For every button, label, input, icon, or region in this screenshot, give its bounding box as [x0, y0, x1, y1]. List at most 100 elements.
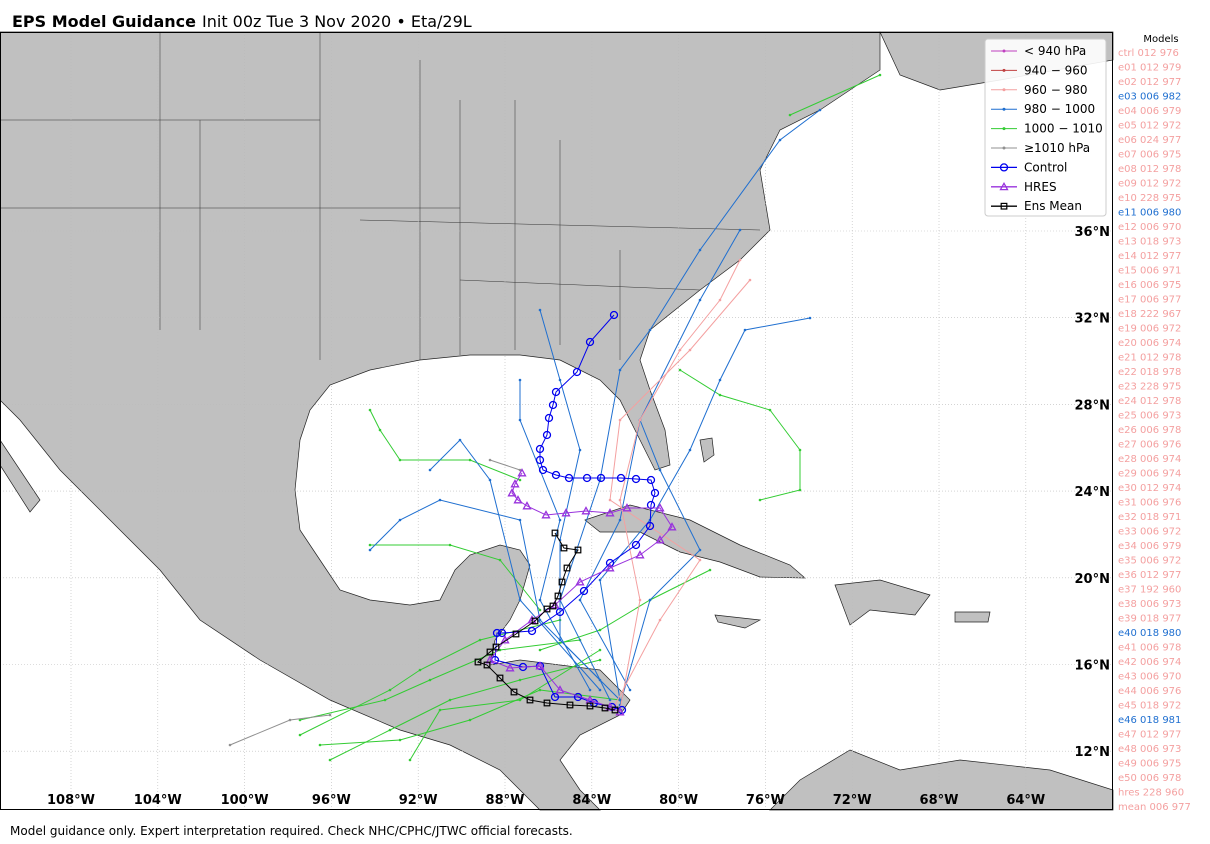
model-entry: e41 006 978 — [1118, 643, 1181, 654]
marker-circle — [609, 310, 619, 320]
track-point — [388, 728, 392, 732]
marker-square — [496, 674, 504, 682]
model-entry: e08 012 978 — [1118, 164, 1181, 175]
marker-circle — [550, 692, 560, 702]
track-point — [538, 608, 542, 612]
model-entry: e46 018 981 — [1118, 715, 1181, 726]
lon-label: 100°W — [221, 793, 269, 808]
marker-circle — [999, 163, 1009, 172]
marker-square — [611, 706, 619, 714]
track-point — [518, 598, 522, 602]
track-point — [398, 458, 402, 462]
track-point — [448, 698, 452, 702]
models-header: Models — [1143, 34, 1178, 45]
model-entry: e30 012 974 — [1118, 483, 1181, 494]
model-entry: e43 006 970 — [1118, 672, 1181, 683]
marker-triangle — [999, 181, 1009, 191]
track-point — [538, 308, 542, 312]
legend-label: Ens Mean — [1024, 199, 1082, 213]
marker-circle — [555, 607, 565, 617]
ensemble-track — [579, 229, 741, 691]
model-entry: ctrl 012 976 — [1118, 48, 1179, 59]
model-entry: e21 012 978 — [1118, 353, 1181, 364]
track-point — [558, 378, 562, 382]
marker-circle — [544, 413, 554, 423]
track-point — [383, 698, 387, 702]
jamaica — [714, 614, 762, 629]
ensemble-track — [539, 569, 711, 651]
marker-circle — [631, 540, 641, 550]
model-entry: e15 006 971 — [1118, 266, 1181, 277]
lat-label: 32°N — [1075, 312, 1110, 327]
track-point — [298, 718, 302, 722]
model-entry: e34 006 979 — [1118, 541, 1181, 552]
track-point — [698, 298, 702, 302]
marker-circle — [585, 337, 595, 347]
marker-square — [526, 696, 534, 704]
ensemble-track — [369, 499, 601, 681]
model-entry: e39 018 977 — [1118, 614, 1181, 625]
track-point — [743, 328, 747, 332]
marker-circle — [650, 488, 660, 498]
model-entry: e25 006 973 — [1118, 411, 1181, 422]
legend: < 940 hPa 940 − 960 960 − 980 980 − 1000 100… — [991, 44, 1103, 213]
lat-label: 28°N — [1075, 398, 1110, 413]
marker-circle — [616, 473, 626, 483]
track-point — [378, 428, 382, 432]
marker-circle — [538, 465, 548, 475]
lon-label: 76°W — [746, 793, 785, 808]
track-point — [818, 108, 822, 112]
model-entry: e35 006 972 — [1118, 556, 1181, 567]
track-point — [698, 248, 702, 252]
model-entry: e04 006 979 — [1118, 106, 1181, 117]
model-entry: e13 018 973 — [1118, 237, 1181, 248]
track-point — [408, 758, 412, 762]
track-point — [688, 348, 692, 352]
model-entry: e18 222 967 — [1118, 309, 1181, 320]
model-entry: e12 006 970 — [1118, 222, 1181, 233]
track-point — [738, 228, 742, 232]
marker-dot — [1002, 146, 1006, 150]
lat-label: 24°N — [1075, 485, 1110, 500]
track-point — [608, 698, 612, 702]
track-point — [368, 408, 372, 412]
marker-circle — [542, 430, 552, 440]
track-point — [588, 688, 592, 692]
model-list: ctrl 012 976 e01 012 979 e02 012 977 e03 00… — [1118, 48, 1191, 813]
track-point — [788, 113, 792, 117]
track-point — [598, 688, 602, 692]
marker-dot — [1002, 107, 1006, 111]
marker-circle — [605, 558, 615, 568]
marker-triangle — [605, 563, 615, 572]
marker-circle — [579, 586, 589, 596]
track-point — [518, 478, 522, 482]
track-point — [618, 418, 622, 422]
marker-circle — [548, 400, 558, 410]
track-point — [428, 468, 432, 472]
marker-square — [492, 643, 500, 651]
track-point — [578, 448, 582, 452]
track-point — [878, 73, 882, 77]
track-point — [538, 688, 542, 692]
lon-label: 68°W — [920, 793, 959, 808]
marker-square — [543, 699, 551, 707]
track-point — [618, 518, 622, 522]
legend-label: 1000 − 1010 — [1024, 122, 1103, 136]
puerto-rico — [954, 611, 991, 623]
marker-square — [566, 701, 574, 709]
model-entry: e05 012 972 — [1118, 121, 1181, 132]
model-entry: e22 018 978 — [1118, 367, 1181, 378]
marker-square — [563, 564, 571, 572]
track-point — [718, 298, 722, 302]
track-point — [598, 648, 602, 652]
lat-label: 12°N — [1075, 745, 1110, 760]
model-entry: e16 006 975 — [1118, 280, 1181, 291]
marker-square — [474, 658, 482, 666]
track-point — [498, 558, 502, 562]
model-entry: e42 006 974 — [1118, 657, 1181, 668]
legend-box — [984, 38, 1107, 217]
track-point — [598, 658, 602, 662]
track-point — [538, 618, 542, 622]
legend-label: 960 − 980 — [1024, 83, 1088, 97]
marker-triangle — [667, 522, 677, 531]
